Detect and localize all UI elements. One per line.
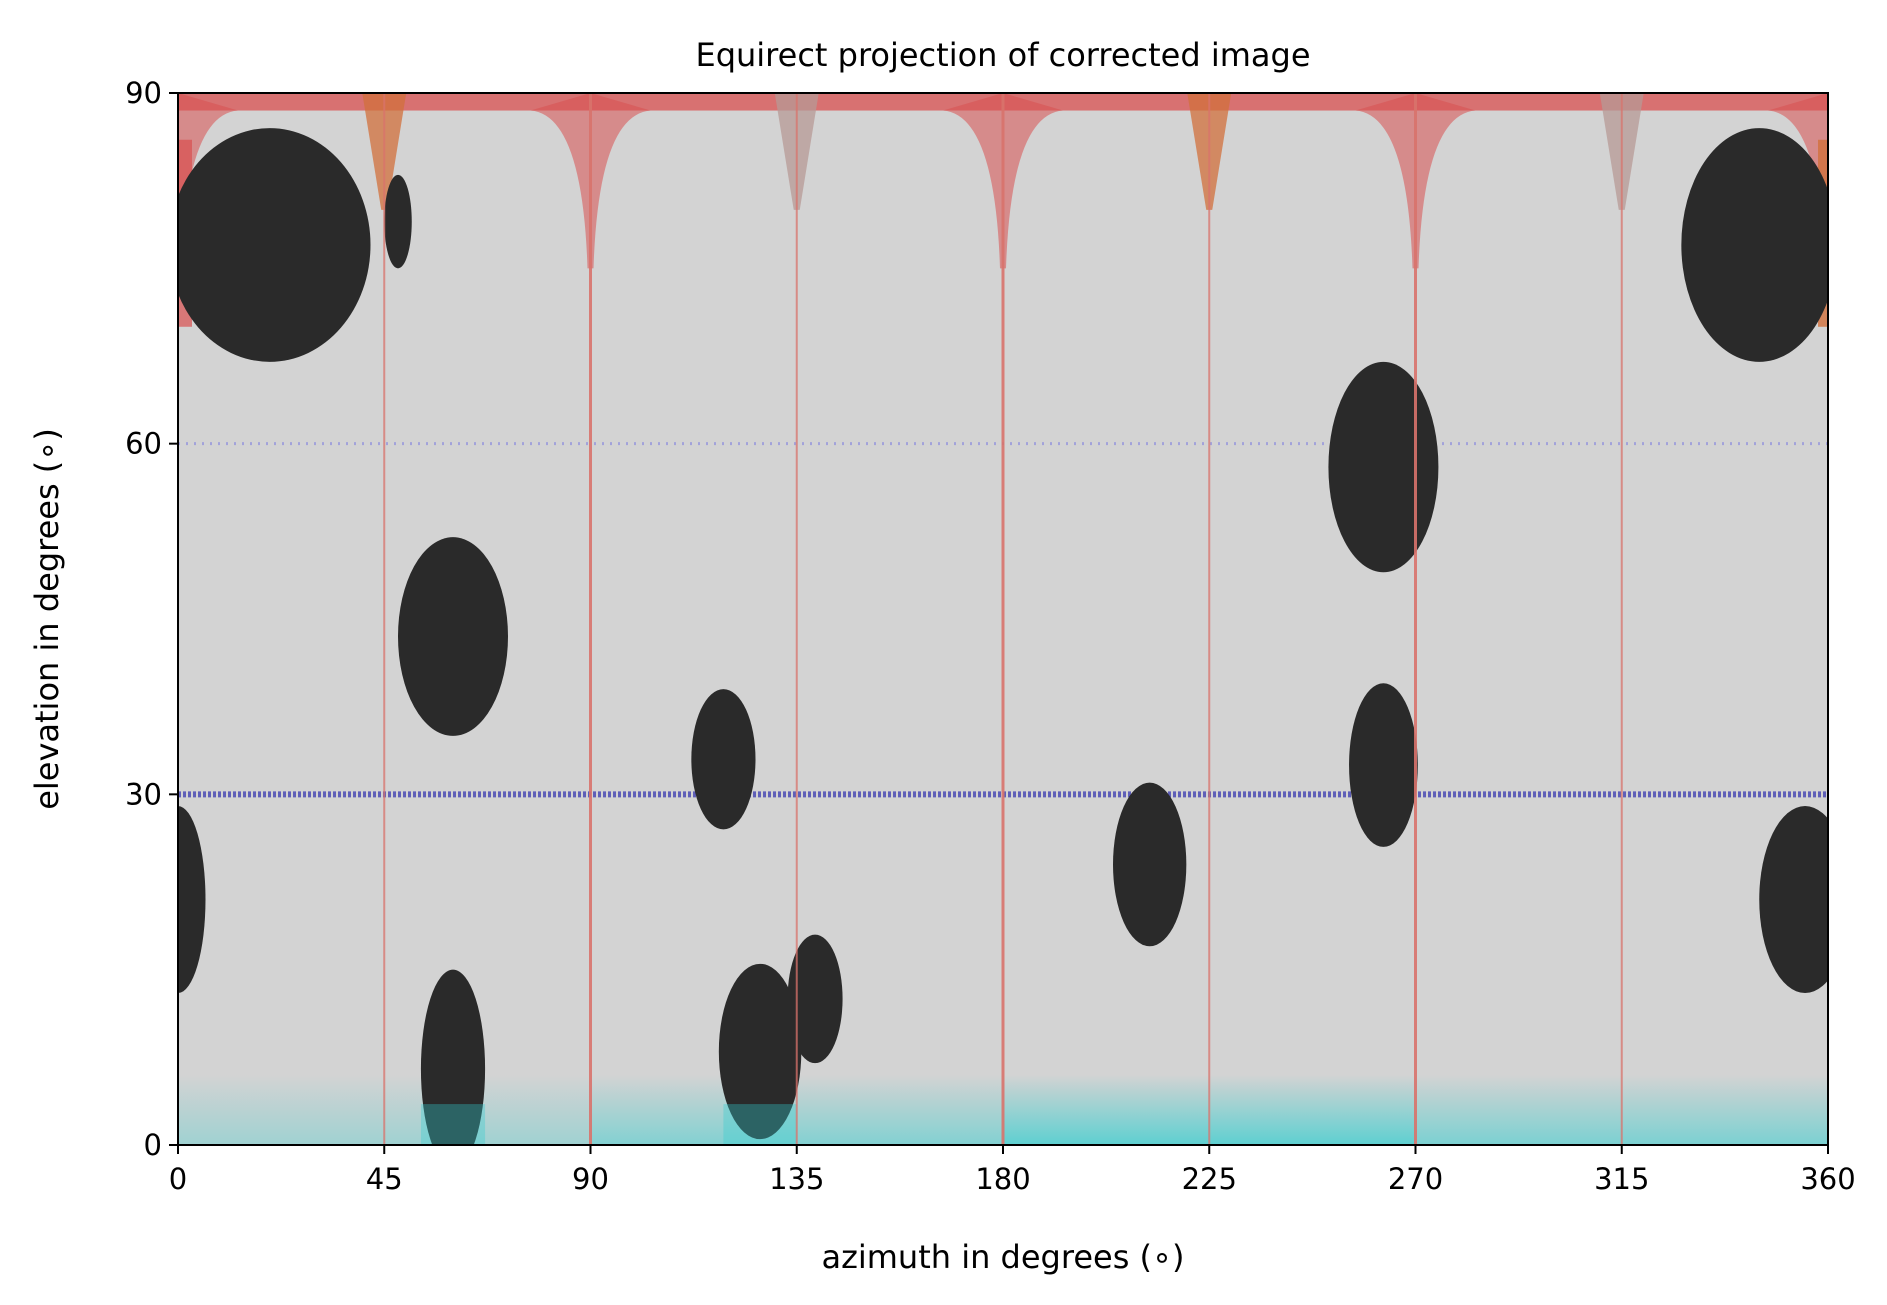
x-tick-label: 225 [1182, 1162, 1237, 1196]
dark-blob [384, 174, 412, 269]
cap-flare [530, 93, 591, 269]
x-tick-label: 360 [1800, 1162, 1855, 1196]
dark-blob [1681, 128, 1828, 362]
dark-blob [787, 934, 843, 1064]
cap-flare [1003, 93, 1063, 269]
x-tick-label: 90 [572, 1162, 609, 1196]
dark-blob [718, 963, 802, 1140]
dark-blob [178, 806, 206, 994]
cap-flare [1768, 93, 1828, 269]
cap-flare [1355, 93, 1416, 269]
dark-blob [398, 537, 508, 736]
vertical-seams [383, 93, 1623, 1145]
cap-flare [590, 93, 651, 269]
cap-flare [178, 93, 238, 269]
x-tick-label: 0 [169, 1162, 187, 1196]
x-tick-label: 45 [366, 1162, 403, 1196]
y-axis: 0 30 60 90 [125, 76, 178, 1162]
dark-blob [1113, 782, 1187, 947]
y-tick-label: 0 [144, 1128, 162, 1162]
dark-blob [420, 969, 486, 1145]
x-axis-label: azimuth in degrees (∘) [821, 1238, 1184, 1276]
y-axis-label: elevation in degrees (∘) [28, 428, 66, 810]
x-tick-label: 180 [975, 1162, 1030, 1196]
dark-blobs [178, 128, 1828, 1145]
dark-blob [1328, 361, 1439, 573]
y-tick-label: 30 [125, 777, 162, 811]
blob-cyan-speckle [723, 1104, 797, 1145]
cap-flare [943, 93, 1003, 269]
x-tick-label: 270 [1388, 1162, 1443, 1196]
chart-title: Equirect projection of corrected image [695, 36, 1310, 74]
cap-flare [1415, 93, 1476, 269]
dark-blob [1759, 806, 1828, 994]
blob-cyan-speckle [420, 1104, 486, 1145]
x-axis: 0 45 90 135 180 225 270 315 360 [169, 1145, 1856, 1196]
dark-blob [1349, 683, 1418, 847]
dark-blob [178, 128, 371, 362]
dark-blob [691, 689, 756, 830]
y-tick-label: 90 [125, 76, 162, 110]
x-tick-label: 135 [769, 1162, 824, 1196]
x-tick-label: 315 [1594, 1162, 1649, 1196]
plot-area [178, 93, 1828, 1145]
y-tick-label: 60 [125, 427, 162, 461]
